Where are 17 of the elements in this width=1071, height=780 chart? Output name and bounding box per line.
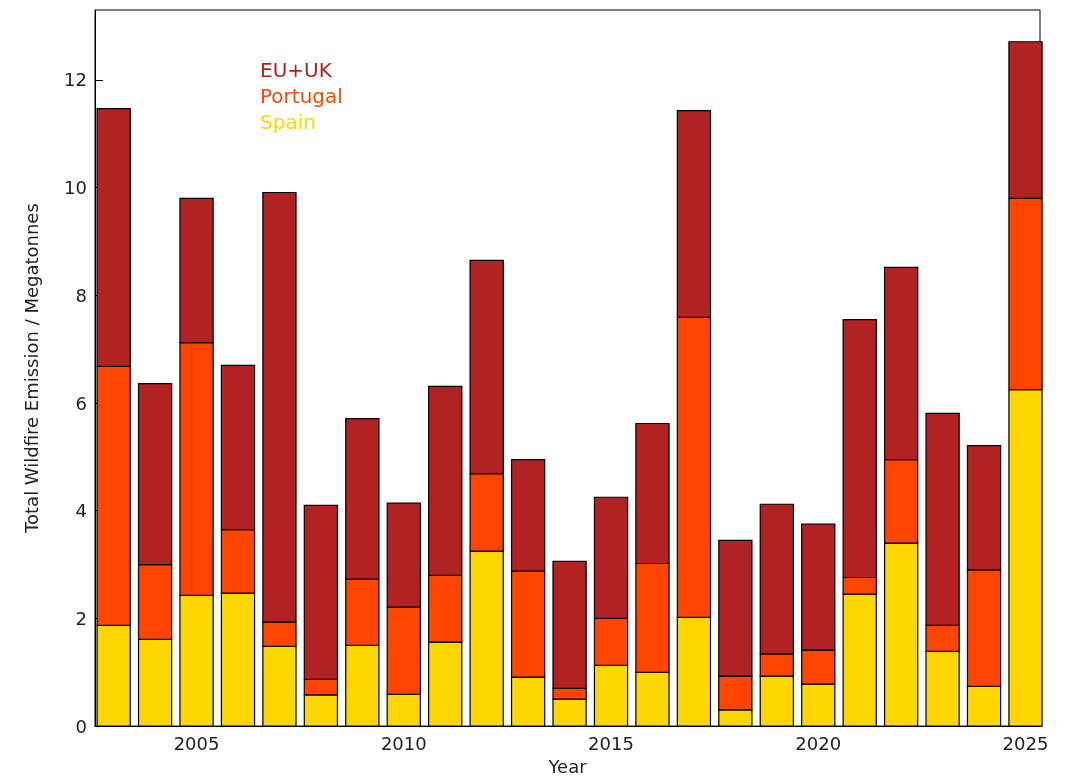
x-tick-label: 2005 — [173, 732, 220, 754]
y-axis-title: Total Wildfire Emission / Megatonnes — [20, 203, 42, 534]
text: Portugal — [260, 84, 343, 108]
x-tick-label: 2010 — [380, 732, 427, 754]
y-tick-label: 8 — [75, 284, 87, 306]
x-tick-label: 2015 — [588, 732, 634, 754]
y-tick-label: 0 — [75, 715, 87, 737]
y-tick-label: 6 — [75, 392, 87, 414]
y-tick-label: 12 — [64, 69, 87, 91]
x-axis-title: Year — [547, 755, 588, 777]
x-tick-label: 2025 — [1002, 732, 1049, 754]
y-tick-label: 2 — [75, 607, 87, 629]
text: Spain — [260, 110, 316, 134]
text: EU+UK — [260, 58, 333, 82]
y-tick-label: 4 — [75, 500, 87, 522]
y-tick-label: 10 — [64, 177, 87, 199]
x-tick-label: 2020 — [795, 732, 842, 754]
